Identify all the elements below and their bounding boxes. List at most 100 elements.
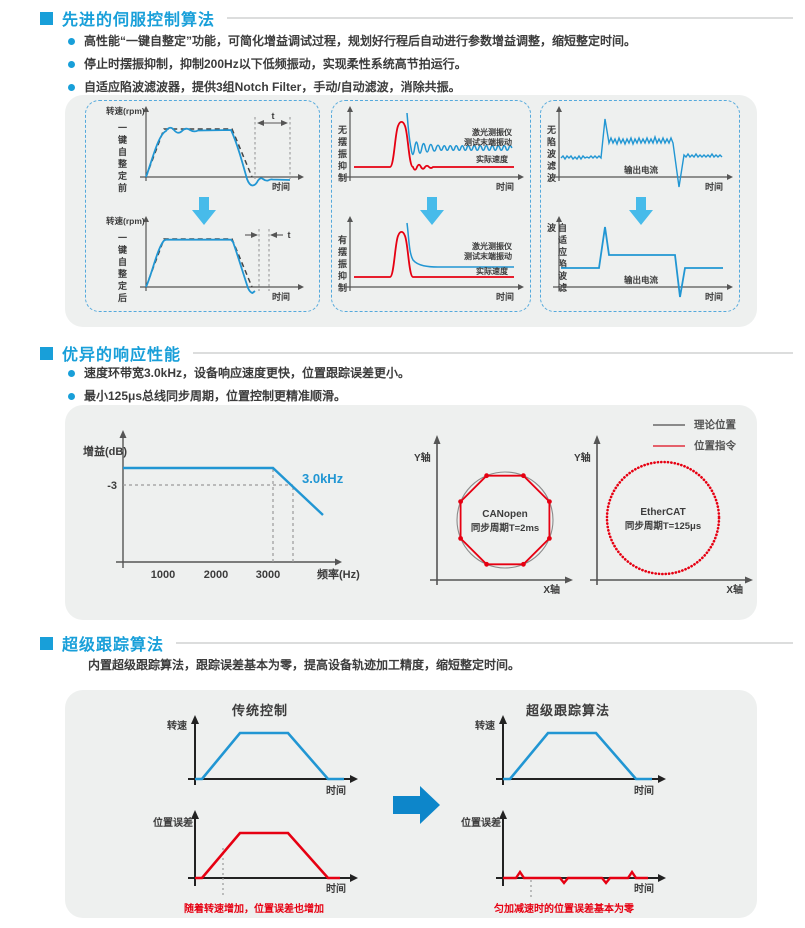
y-axis-title: 转速 (475, 719, 495, 732)
x-axis-title: 时间 (496, 181, 514, 192)
chart-tuning-after: 转速(rpm) 一键自整定后 t 时间 (88, 213, 319, 305)
command-octagon (459, 474, 551, 566)
tuning-before-plot: t 时间 (140, 106, 304, 192)
chart-adaptive-notch: 自适应陷波滤波 输出电流 时间 (541, 213, 739, 305)
x-axis-arrow-icon (518, 174, 524, 180)
bullet-text: 自适应陷波滤波器，提供3组Notch Filter，手动/自动滤波，消除共振。 (84, 80, 461, 94)
speed-curve (503, 731, 652, 781)
output-current-label: 输出电流 (624, 165, 659, 175)
t-arrow-right-icon (281, 120, 288, 126)
x-axis-arrow-icon (658, 775, 666, 783)
error-caption: 匀加减速时的位置误差基本为零 (494, 902, 635, 915)
command-circle-dotted (605, 460, 721, 576)
section-title: 优异的响应性能 (62, 347, 182, 364)
legend-row-command: 位置指令 (653, 438, 736, 453)
header-rule-line (227, 17, 793, 19)
actual-speed-label: 实际速度 (476, 154, 509, 164)
sync-period-label: 同步周期T=125μs (625, 520, 701, 532)
section-header-response: 优异的响应性能 (40, 341, 793, 365)
x-axis-title: 时间 (705, 291, 723, 302)
y-axis-title: 转速 (167, 719, 187, 732)
section-description: 内置超级跟踪算法，跟踪误差基本为零，提高设备轨迹加工精度，缩短整定时间。 (88, 658, 521, 672)
laser-label-line2: 测试末端振动 (464, 251, 512, 261)
x-axis-title: 时间 (272, 291, 290, 302)
x-axis-arrow-icon (350, 874, 358, 882)
y-axis-label: 转速(rpm) (106, 106, 145, 116)
panel-notch-filter: 无陷波滤波 输出电流 时间 自适应陷波滤波 (540, 100, 740, 312)
y-axis-arrow-icon (593, 435, 601, 444)
position-error-curve (503, 869, 648, 885)
super-tracking-figure-box: 传统控制 转速 时间 位置误差 时间 随着转速增加，位置误差也增加 超级跟踪算法 (65, 690, 757, 918)
bullet-text: 速度环带宽3.0kHz，设备响应速度更快，位置跟踪误差更小。 (84, 366, 411, 380)
actual-speed-label: 实际速度 (476, 266, 509, 276)
theory-circle (456, 471, 554, 569)
x-axis-title: 时间 (634, 784, 654, 797)
bus-name-label: CANopen (482, 509, 528, 520)
bullet-text: 最小125μs总线同步周期，位置控制更精准顺滑。 (84, 389, 347, 403)
y-axis-arrow-icon (556, 216, 562, 222)
bullet-icon (68, 38, 75, 45)
position-legend: 理论位置 位置指令 (653, 417, 736, 453)
y-axis-arrow-icon (433, 435, 441, 444)
sync-period-label: 同步周期T=2ms (471, 522, 539, 534)
no-sway-plot: 激光测振仪 测试末端振动 实际速度 时间 (344, 106, 524, 192)
x-axis-arrow-icon (350, 775, 358, 783)
actual-speed-curve (354, 231, 514, 278)
list-item: 最小125μs总线同步周期，位置控制更精准顺滑。 (68, 389, 768, 404)
position-error-curve (195, 831, 340, 880)
list-item: 自适应陷波滤波器，提供3组Notch Filter，手动/自动滤波，消除共振。 (68, 80, 768, 95)
chart-caption-vertical: 自适应陷波滤波 (546, 223, 567, 295)
x-axis-title: X轴 (543, 583, 560, 595)
servo-algorithms-figure-box: 转速(rpm) 一键自整定前 t 时间 (65, 95, 757, 327)
compare-title-traditional: 传统控制 (231, 703, 288, 718)
command-line-icon (653, 444, 685, 447)
gain-curve (123, 466, 324, 516)
chart-caption-vertical: 无摆振抑制 (337, 125, 347, 185)
section-marker-square (40, 11, 53, 25)
x-tick-2000: 2000 (204, 569, 228, 581)
y-axis-arrow-icon (191, 715, 199, 724)
bandwidth-chart: 增益(dB) -3 3.0kHz 1000 2000 3000 频率(Hz) (83, 430, 360, 581)
right-arrow-icon (393, 786, 440, 824)
super-tracking-error-chart: 位置误差 时间 匀加减速时的位置误差基本为零 (461, 810, 666, 915)
bullet-list-servo: 高性能“一键自整定”功能，可简化增益调试过程，规划好行程后自动进行参数增益调整，… (68, 34, 768, 103)
y-axis-arrow-icon (191, 810, 199, 819)
panel-one-key-tuning: 转速(rpm) 一键自整定前 t 时间 (85, 100, 320, 312)
super-tracking-speed-chart: 转速 时间 (475, 715, 666, 797)
bullet-text: 高性能“一键自整定”功能，可简化增益调试过程，规划好行程后自动进行参数增益调整，… (84, 34, 637, 48)
y-axis-arrow-icon (143, 106, 149, 112)
end-vibration-curve (406, 112, 513, 156)
bullet-icon (68, 370, 75, 377)
chart-caption-vertical: 有摆振抑制 (337, 235, 347, 295)
down-arrow-icon (629, 197, 653, 225)
x-axis-title: 时间 (326, 882, 346, 895)
bandwidth-label: 3.0kHz (302, 471, 344, 486)
canopen-sync-chart: Y轴 X轴 CANopen 同步周期T=2ms (414, 435, 573, 595)
y-axis-arrow-icon (499, 715, 507, 724)
theory-line-icon (653, 423, 685, 426)
y-axis-arrow-icon (347, 216, 353, 222)
actual-speed-curve (145, 238, 256, 294)
t-arrow-in-left-icon (251, 232, 258, 238)
y-axis-title: Y轴 (414, 451, 431, 464)
list-item: 高性能“一键自整定”功能，可简化增益调试过程，规划好行程后自动进行参数增益调整，… (68, 34, 768, 49)
x-axis-title: X轴 (726, 583, 743, 595)
bus-name-label: EtherCAT (640, 507, 685, 518)
section-marker-square (40, 346, 53, 360)
x-axis-title: 时间 (496, 291, 514, 302)
y-axis-label: 转速(rpm) (106, 216, 145, 226)
section-header-super-tracking: 超级跟踪算法 (40, 631, 793, 655)
output-current-curve (560, 118, 723, 188)
x-tick-1000: 1000 (151, 569, 175, 581)
x-axis-arrow-icon (518, 284, 524, 290)
actual-speed-curve (354, 121, 514, 171)
t-label: t (272, 111, 275, 121)
x-axis-arrow-icon (298, 284, 304, 290)
with-sway-plot: 激光测振仪 测试末端振动 实际速度 时间 (344, 216, 524, 302)
chart-no-sway-suppression: 无摆振抑制 激光测振仪 测试末端振动 实际速度 时间 (332, 103, 530, 195)
y-axis-arrow-icon (499, 810, 507, 819)
header-rule-line (193, 352, 793, 354)
compare-title-super-tracking: 超级跟踪算法 (525, 703, 610, 718)
bullet-icon (68, 84, 75, 91)
section-marker-square (40, 636, 53, 650)
